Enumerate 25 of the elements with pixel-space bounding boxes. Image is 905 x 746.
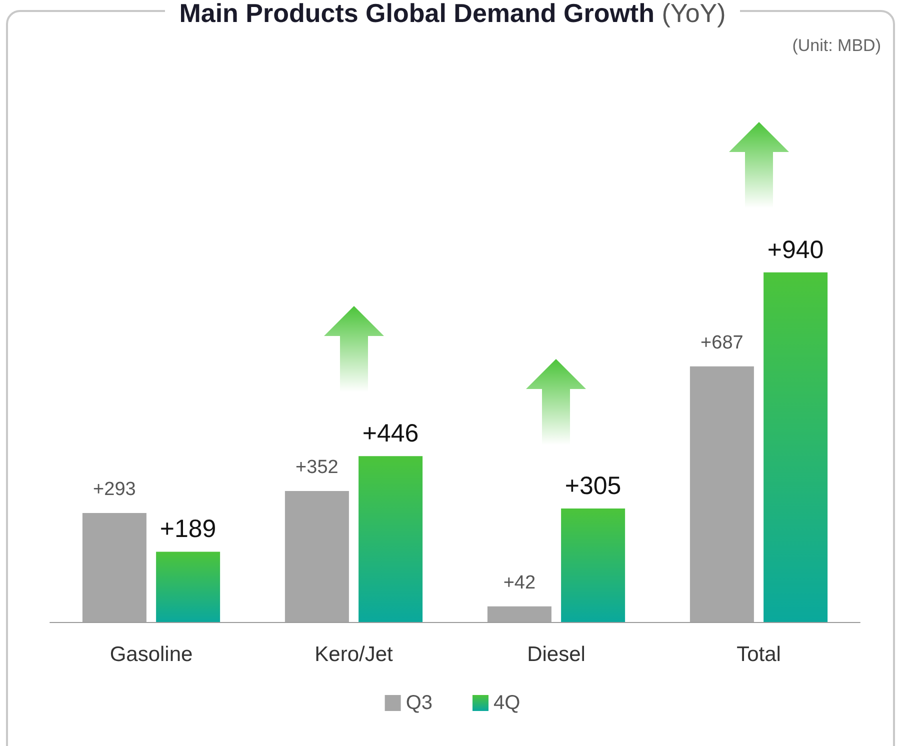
x-tick-label: Diesel [527, 643, 586, 666]
bar [358, 456, 423, 622]
bar [82, 513, 146, 622]
x-tick-label: Gasoline [110, 643, 193, 666]
legend-label: 4Q [494, 692, 520, 714]
bar [156, 552, 220, 622]
chart-subtitle: (YoY) [662, 0, 726, 28]
bar [487, 606, 552, 622]
data-label: +446 [362, 420, 419, 448]
x-tick-label: Kero/Jet [314, 643, 394, 666]
chart-title: Main Products Global Demand Growth [179, 0, 654, 28]
x-tick-label: Total [736, 643, 781, 666]
data-label: +189 [160, 515, 216, 544]
text: (Unit: MBD) [792, 36, 881, 56]
data-label: +42 [503, 572, 536, 594]
bar [561, 508, 626, 622]
legend-label: Q3 [406, 692, 433, 714]
data-label: +687 [700, 332, 744, 354]
data-label: +293 [93, 479, 136, 500]
data-label: +305 [564, 472, 622, 500]
data-label: +940 [767, 236, 824, 264]
bar [690, 366, 754, 622]
bar [284, 491, 349, 622]
data-label: +352 [296, 457, 338, 478]
bar [764, 272, 828, 622]
